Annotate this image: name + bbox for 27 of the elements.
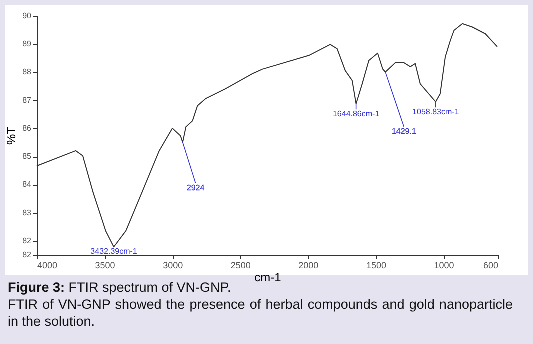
y-tick-label: 82 — [22, 250, 32, 260]
annotation: 2924 — [186, 183, 206, 192]
x-tick-label: 2500 — [230, 260, 251, 270]
annotation: 1429.1 — [392, 127, 417, 136]
x-tick-label: 4000 — [38, 260, 58, 270]
y-tick-label: 88 — [22, 68, 32, 77]
y-tick-label: 87 — [22, 96, 32, 105]
y-tick-label: 89 — [22, 40, 32, 49]
x-tick-label: 600 — [483, 260, 498, 270]
x-tick-label: 1000 — [434, 260, 454, 270]
y-tick-label: 83 — [22, 208, 32, 218]
x-tick-label: 3000 — [163, 260, 184, 270]
y-tick-label: 90 — [22, 12, 32, 20]
y-tick-label: 85 — [22, 152, 32, 162]
text: Figure 3: FTIR spectrum of VN-GNP. — [8, 280, 232, 295]
x-tick-label: 3500 — [95, 260, 116, 270]
text: FTIR of VN-GNP showed the presence of herbal compounds and gold nanoparticle in the solution. — [8, 296, 513, 330]
annotation: 1644.86cm-1 — [332, 110, 380, 119]
annotation: 1058.83cm-1 — [412, 108, 460, 117]
y-tick-label: 84 — [22, 180, 32, 190]
x-axis-title: cm-1 — [254, 270, 282, 284]
y-tick-label: 82 — [22, 236, 32, 246]
annotation: 3432.39cm-1 — [90, 247, 138, 256]
x-tick-label: 1500 — [366, 260, 386, 270]
x-tick-label: 2000 — [298, 260, 319, 270]
y-axis-title: %T — [4, 126, 19, 145]
y-tick-label: 86 — [22, 124, 32, 133]
